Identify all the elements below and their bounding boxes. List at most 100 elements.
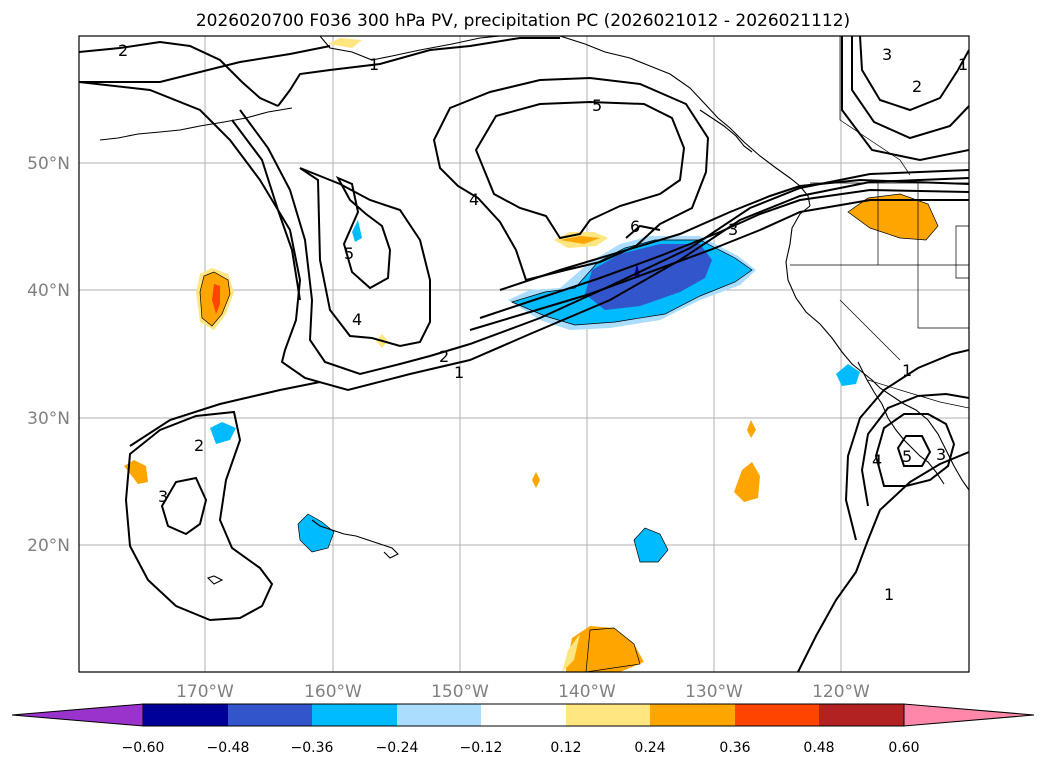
pv-contour-1-sw: [129, 381, 321, 447]
coastlines: [99, 36, 969, 585]
lon-label: 170°W: [176, 682, 234, 702]
pv-contour-1-big: [79, 81, 969, 392]
pv-label: 3: [936, 445, 946, 464]
colorbar-tick-label: 0.48: [803, 740, 834, 756]
colorbar-segment: [228, 704, 312, 726]
map-panel: 2 1 5 4 2 1 4 5 6 3 2 3 3 2 1 1 4 5 3 1: [79, 36, 969, 672]
lat-label: 20°N: [27, 536, 70, 556]
pv-contour-1-jet: [469, 199, 969, 331]
colorbar-segment: [650, 704, 735, 726]
pv-contour-4-north: [432, 76, 710, 282]
lat-label: 30°N: [27, 409, 70, 429]
map-frame: [78, 35, 970, 673]
lon-label: 120°W: [812, 682, 870, 702]
lat-label: 50°N: [27, 154, 70, 174]
pv-label: 1: [884, 585, 894, 604]
pv-contour-3-low: [860, 392, 969, 507]
precip-pos-west-core: [212, 284, 220, 314]
precip-pos-dot-2: [532, 472, 540, 488]
pv-label: 4: [352, 310, 362, 329]
colorbar-tick-label: 0.60: [888, 740, 919, 756]
pv-label: 1: [369, 55, 379, 74]
colorbar-over-triangle: [903, 703, 1035, 727]
border-state-5: [839, 299, 901, 361]
pv-label: 3: [882, 45, 892, 64]
pv-contour-2-ne: [851, 36, 969, 140]
colorbar-tick-label: −0.24: [376, 740, 419, 756]
precip-pos-patch-7: [562, 634, 580, 672]
colorbar-segment: [312, 704, 397, 726]
pv-contour-1-ne: [841, 36, 969, 162]
pv-contour-5-north: [277, 37, 560, 107]
longitude-axis: 170°W 160°W 150°W 140°W 130°W 120°W: [176, 682, 870, 702]
precip-pos-patch-6: [566, 626, 644, 672]
precip-neg-dot-1: [352, 220, 362, 242]
pv-label: 5: [344, 244, 354, 263]
border-state-4: [955, 225, 969, 279]
pv-contour-3-sw: [160, 476, 208, 536]
coast-aleutians: [99, 107, 293, 141]
pv-contour-2-low-outer: [844, 349, 969, 541]
pv-label: 4: [872, 451, 882, 470]
pv-label: 3: [728, 220, 738, 239]
pv-contour-2-main: [239, 109, 969, 376]
colorbar-segment: [735, 704, 819, 726]
precip-pos-dot-4: [328, 38, 362, 48]
latitude-axis: 20°N 30°N 40°N 50°N: [27, 154, 70, 556]
pv-contour-3-jet: [499, 178, 969, 291]
pv-contour-2-jet: [479, 188, 969, 319]
border-state-3: [917, 183, 969, 329]
precip-pos-patch-3: [560, 236, 600, 244]
precip-neg-patch-baja: [836, 364, 860, 386]
coast-hawaii: [311, 519, 399, 559]
pv-label: 4: [469, 190, 479, 209]
pv-label: 2: [118, 41, 128, 60]
pv-contour-labels: 2 1 5 4 2 1 4 5 6 3 2 3 3 2 1 1 4 5 3 1: [118, 41, 968, 604]
colorbar-segment: [566, 704, 650, 726]
pv-label: 5: [902, 447, 912, 466]
pv-contour-6-core: [625, 224, 661, 239]
lon-label: 150°W: [431, 682, 489, 702]
colorbar-tick-label: 0.24: [634, 740, 665, 756]
colorbar-under-triangle: [11, 703, 144, 727]
pv-label: 1: [958, 55, 968, 74]
precip-outlines: [199, 193, 939, 672]
pv-contour-5-west: [335, 175, 392, 290]
colorbar-tick-label: −0.36: [291, 740, 334, 756]
precip-neg-patch-west: [210, 422, 236, 444]
precip-pos-patch-5: [734, 462, 760, 502]
lon-label: 130°W: [685, 682, 743, 702]
precip-neg-hawaii: [298, 514, 334, 552]
coast-alaska-panhandle: [559, 36, 811, 207]
precip-pos-patch-1: [124, 460, 148, 484]
colorbar-segment: [819, 704, 904, 726]
pv-contour-5-low: [896, 435, 932, 467]
colorbar-tick-label: −0.60: [122, 740, 165, 756]
pv-label: 6: [630, 217, 640, 236]
pv-label: 1: [454, 363, 464, 382]
pv-contour-4-low: [874, 413, 956, 487]
coast-baja: [857, 361, 945, 485]
precip-pos-patch-4: [848, 194, 938, 240]
pv-label: 2: [912, 77, 922, 96]
pv-contour-1-low: [797, 451, 969, 672]
colorbar-tick-label: −0.48: [207, 740, 250, 756]
colorbar: −0.60 −0.48 −0.36 −0.24 −0.12 0.12 0.24 …: [11, 703, 1035, 756]
colorbar-tick-label: 0.36: [719, 740, 750, 756]
colorbar-segment: [481, 704, 566, 726]
lon-label: 160°W: [304, 682, 362, 702]
precip-pos-dot-1: [747, 420, 756, 438]
border-alaska-canada: [839, 36, 911, 176]
lon-label: 140°W: [558, 682, 616, 702]
colorbar-segment: [397, 704, 481, 726]
colorbar-tick-label: −0.12: [460, 740, 503, 756]
colorbar-tick-label: 0.12: [550, 740, 581, 756]
figure-title: 2026020700 F036 300 hPa PV, precipitatio…: [196, 11, 850, 31]
colorbar-segment: [143, 704, 228, 726]
pv-label: 3: [158, 487, 168, 506]
pv-label: 1: [902, 361, 912, 380]
coast-alaska: [319, 36, 501, 61]
pv-contour-4-west: [299, 167, 431, 348]
coast-midway: [206, 575, 224, 585]
